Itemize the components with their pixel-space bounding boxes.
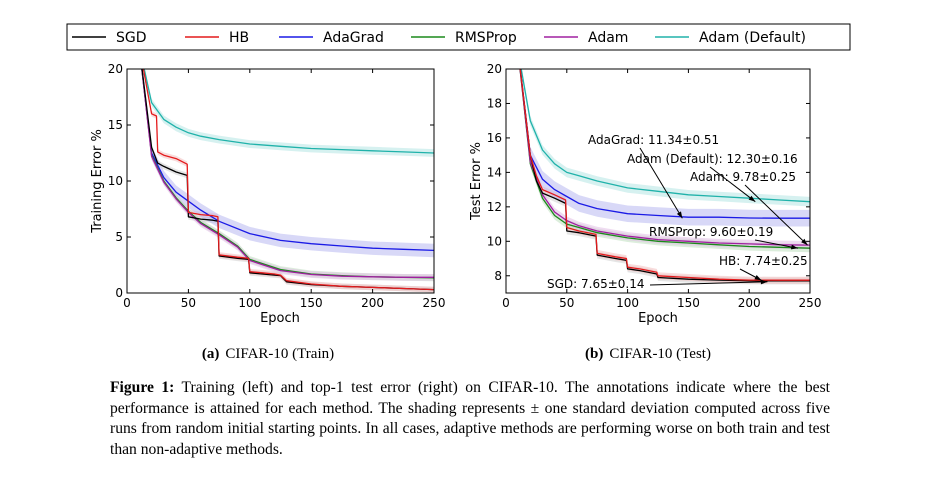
legend-entry-rmsprop: RMSProp [411,30,517,46]
y-tick-label: 20 [108,62,123,76]
legend-entry-sgd: SGD [72,30,147,46]
y-tick-label: 15 [108,118,123,132]
test-subtitle-text: CIFAR-10 (Test) [609,346,711,362]
series-line-hb [142,69,434,291]
legend: SGD HB AdaGrad RMSProp Adam Adam (Default) [66,23,851,51]
annotation-text: RMSProp: 9.60±0.19 [649,225,773,239]
x-tick-label: 150 [300,296,323,310]
train-std-bands [141,69,434,293]
series-line-sgd [519,69,810,282]
x-tick-label: 100 [616,296,639,310]
annotation-arrow [744,184,808,246]
legend-label-rmsprop: RMSProp [455,30,517,46]
legend-entries: SGD HB AdaGrad RMSProp Adam Adam (Default) [72,30,806,46]
series-line-rmsprop [519,69,810,249]
annotation-text: HB: 7.74±0.25 [719,254,808,268]
test-plot-frame [505,68,811,294]
x-tick-label: 50 [559,296,574,310]
annotation-arrow [639,147,683,219]
y-tick-label: 8 [494,269,502,283]
train-plot-frame [126,68,435,294]
y-tick-label: 18 [487,96,502,110]
std-band-adam-default [143,69,434,157]
train-subtitle: (a) CIFAR-10 (Train) [202,346,334,362]
x-tick-label: 250 [423,296,446,310]
x-tick-label: 0 [502,296,510,310]
x-tick-label: 200 [361,296,384,310]
annotation-arrowhead [801,238,808,246]
test-xlabel: Epoch [638,311,678,326]
std-band-adagrad [519,69,810,227]
test-subtitle: (b) CIFAR-10 (Test) [585,346,711,362]
legend-label-sgd: SGD [116,30,147,46]
y-tick-label: 16 [487,131,502,145]
train-series-lines [141,69,434,291]
annotation-arrow [754,239,798,249]
annotation-text: SGD: 7.65±0.14 [547,277,645,291]
chart-train: 0 50 100 150 200 250 0 5 10 15 20 Epoch Training E… [90,62,446,362]
train-subtitle-tag: (a) [202,346,220,362]
y-tick-label: 12 [487,200,502,214]
annotation-arrowhead [676,211,683,219]
annotation-arrow [709,166,756,203]
annotation-text: Adam (Default): 12.30±0.16 [627,152,798,166]
legend-entry-adagrad: AdaGrad [279,30,384,46]
legend-label-adam-default: Adam (Default) [699,30,806,46]
annotation-5: SGD: 7.65±0.14 [547,277,768,291]
test-annotations: AdaGrad: 11.34±0.51 Adam (Default): 12.30… [547,133,808,291]
series-line-adagrad [141,69,434,252]
chart-test: 0 50 100 150 200 250 8 10 12 14 16 18 20 AdaGrad: 11… [469,62,822,362]
legend-label-adam: Adam [588,30,628,46]
test-subtitle-tag: (b) [585,346,603,362]
y-tick-label: 10 [487,234,502,248]
legend-entry-hb: HB [185,30,249,46]
annotation-arrowhead [790,244,798,250]
train-ylabel: Training Error % [90,129,105,234]
figure-caption: Figure 1: Training (left) and top-1 test… [110,378,830,460]
series-line-adam [141,69,434,278]
series-line-adam-default [520,69,810,203]
y-tick-label: 20 [487,62,502,76]
annotation-0: AdaGrad: 11.34±0.51 [588,133,719,219]
test-std-bands [519,69,810,285]
legend-entry-adam-default: Adam (Default) [655,30,806,46]
annotation-3: RMSProp: 9.60±0.19 [649,225,798,250]
annotation-arrowhead [748,195,756,202]
x-tick-label: 250 [799,296,822,310]
test-series-lines [519,69,810,282]
series-line-adam [519,69,810,246]
caption-label: Figure 1: [110,379,175,396]
y-tick-label: 0 [115,286,123,300]
y-tick-label: 14 [487,165,502,179]
annotation-4: HB: 7.74±0.25 [719,254,808,281]
train-ticks: 0 50 100 150 200 250 0 5 10 15 20 [108,62,446,310]
annotation-text: AdaGrad: 11.34±0.51 [588,133,719,147]
series-line-adam-default [143,69,434,154]
train-subtitle-text: CIFAR-10 (Train) [225,346,334,362]
x-tick-label: 50 [181,296,196,310]
annotation-2: Adam: 9.78±0.25 [690,170,808,246]
legend-entry-adam: Adam [544,30,628,46]
annotation-arrowhead [760,279,768,285]
y-tick-label: 10 [108,174,123,188]
y-tick-label: 5 [115,230,123,244]
x-tick-label: 100 [238,296,261,310]
x-tick-label: 0 [123,296,131,310]
series-line-hb [519,69,810,281]
std-band-rmsprop [141,69,434,282]
series-line-adagrad [519,69,810,219]
annotation-arrowhead [754,275,762,281]
caption-text: Training (left) and top-1 test error (ri… [110,379,830,458]
test-ylabel: Test Error % [469,142,484,221]
legend-label-hb: HB [229,30,249,46]
legend-label-adagrad: AdaGrad [323,30,384,46]
x-tick-label: 200 [738,296,761,310]
annotation-text: Adam: 9.78±0.25 [690,170,796,184]
train-xlabel: Epoch [260,311,300,326]
test-ticks: 0 50 100 150 200 250 8 10 12 14 16 18 20 [487,62,822,310]
x-tick-label: 150 [677,296,700,310]
annotation-1: Adam (Default): 12.30±0.16 [627,152,798,203]
annotation-arrow [649,281,768,286]
